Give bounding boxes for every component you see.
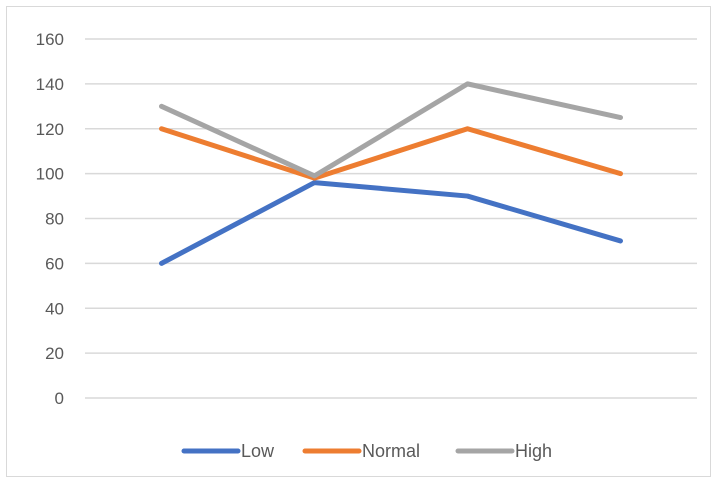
series-lines [159, 81, 623, 266]
gridlines [85, 38, 697, 399]
legend: Low Normal High [181, 441, 552, 461]
legend-label-low: Low [241, 441, 275, 461]
legend-label-normal: Normal [362, 441, 420, 461]
y-axis-tick-labels: 0 20 40 60 80 100 120 140 160 [36, 30, 64, 408]
y-tick-label: 160 [36, 30, 64, 49]
y-tick-label: 80 [45, 210, 64, 229]
y-tick-label: 100 [36, 165, 64, 184]
series-line-normal [159, 126, 623, 181]
y-tick-label: 140 [36, 75, 64, 94]
y-tick-label: 20 [45, 344, 64, 363]
y-tick-label: 40 [45, 299, 64, 318]
series-line-high [159, 81, 623, 179]
y-tick-label: 0 [55, 389, 64, 408]
y-tick-label: 120 [36, 120, 64, 139]
series-line-low [159, 180, 623, 266]
y-tick-label: 60 [45, 254, 64, 273]
legend-label-high: High [515, 441, 552, 461]
